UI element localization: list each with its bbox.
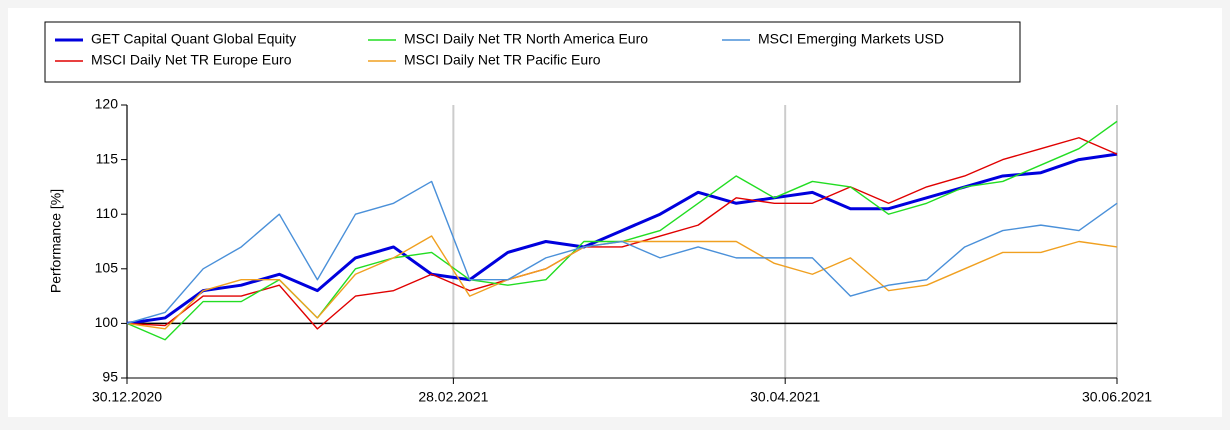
y-tick-label: 95 bbox=[102, 369, 118, 385]
y-axis-label: Performance [%] bbox=[48, 189, 64, 293]
y-tick-label: 110 bbox=[96, 205, 119, 221]
legend-label: MSCI Emerging Markets USD bbox=[758, 31, 944, 47]
legend-label: MSCI Daily Net TR Pacific Euro bbox=[404, 52, 601, 68]
series-line bbox=[126, 137, 1118, 330]
legend-label: MSCI Daily Net TR Europe Euro bbox=[91, 52, 292, 68]
y-tick-label: 115 bbox=[96, 150, 119, 166]
x-tick-label: 30.12.2020 bbox=[92, 389, 162, 405]
y-tick-label: 105 bbox=[95, 260, 119, 276]
x-tick-label: 28.02.2021 bbox=[418, 389, 488, 405]
x-tick-label: 30.04.2021 bbox=[750, 389, 820, 405]
series-line bbox=[126, 180, 1118, 325]
legend-label: MSCI Daily Net TR North America Euro bbox=[404, 31, 648, 47]
series-line bbox=[126, 152, 1118, 325]
legend-box bbox=[44, 21, 1021, 83]
y-tick-label: 100 bbox=[95, 314, 119, 330]
legend-label: GET Capital Quant Global Equity bbox=[91, 31, 296, 47]
x-tick-label: 30.06.2021 bbox=[1082, 389, 1152, 405]
y-tick-label: 120 bbox=[95, 96, 119, 112]
